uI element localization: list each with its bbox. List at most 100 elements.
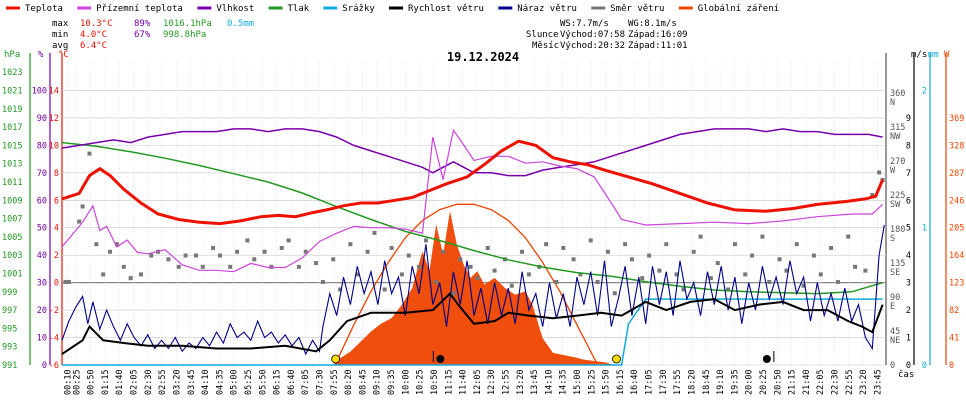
wind-direction-dot: [623, 242, 628, 247]
press-tick: 995: [2, 324, 17, 334]
rad-tick: 41: [949, 334, 959, 344]
x-tick-label: 21:40: [802, 369, 812, 395]
wind-direction-dot: [544, 242, 549, 247]
press-tick: 993: [2, 343, 17, 353]
unit-cas: čas: [898, 369, 914, 380]
dir-tick-compass: SE: [890, 268, 900, 278]
wind-direction-dot: [245, 238, 250, 243]
legend-label: Teplota: [25, 4, 63, 14]
astro-info: WS:7.7m/s WG:8.1m/s Slunce Východ:07:58 …: [526, 19, 688, 51]
temp-tick: 0: [54, 279, 59, 289]
wind-tick: 0: [906, 361, 911, 371]
x-tick-label: 18:45: [702, 369, 712, 395]
wind-tick: 6: [906, 196, 911, 206]
x-tick-label: 15:25: [587, 369, 597, 395]
unit-w: W: [944, 50, 950, 60]
x-tick-label: 23:45: [873, 369, 883, 395]
wind-direction-dot: [303, 249, 308, 254]
wind-direction-dot: [647, 253, 652, 258]
wind-direction-dot: [355, 272, 360, 277]
wind-direction-dot: [612, 291, 617, 296]
wind-direction-dot: [578, 272, 583, 277]
wind-direction-dot: [320, 279, 325, 284]
wind-direction-dot: [331, 257, 336, 262]
dir-tick-compass: S: [890, 234, 895, 244]
wind-direction-dot: [80, 204, 85, 209]
stat-avg-temp: 6.4°C: [80, 41, 107, 51]
wind-direction-dot: [835, 279, 840, 284]
wind-tick: 9: [906, 114, 911, 124]
rad-tick: 287: [949, 169, 964, 179]
x-tick-label: 04:10: [201, 369, 211, 395]
wind-direction-dot: [149, 253, 154, 258]
x-tick-label: 03:45: [187, 369, 197, 395]
x-tick-label: 04:35: [215, 369, 225, 395]
unit-mm: mm: [928, 50, 939, 60]
x-tick-label: 17:55: [673, 369, 683, 395]
hum-tick: 70: [37, 169, 47, 179]
wind-direction-dot: [698, 234, 703, 239]
wind-direction-dot: [571, 257, 576, 262]
x-tick-label: 09:35: [387, 369, 397, 395]
moonrise-marker: [762, 355, 771, 363]
wind-direction-dot: [101, 272, 106, 277]
stat-max-hum: 89%: [134, 19, 151, 29]
wind-direction-dot: [348, 242, 353, 247]
x-tick-label: 10:50: [430, 369, 440, 395]
wind-direction-dot: [286, 238, 291, 243]
moon-rise: Východ:20:32: [560, 41, 625, 51]
radiation-area: [333, 211, 615, 365]
wind-direction-dot: [451, 291, 456, 296]
x-tick-label: 10:25: [416, 369, 426, 395]
temp-tick: 8: [54, 169, 59, 179]
wind-direction-dot: [193, 253, 198, 258]
x-tick-label: 16:15: [616, 369, 626, 395]
temp-tick: 10: [49, 141, 59, 151]
x-tick-label: 02:30: [144, 369, 154, 395]
stat-max-rain: 0.5mm: [227, 19, 254, 29]
wind-tick: 4: [906, 251, 911, 261]
wind-direction-dot: [183, 253, 188, 258]
legend-label: Rychlost větru: [408, 4, 484, 14]
x-tick-label: 15:50: [602, 369, 612, 395]
x-tick-label: 19:35: [730, 369, 740, 395]
unit-hpa: hPa: [4, 50, 20, 60]
wind-direction-dot: [863, 268, 868, 273]
rain-tick: 1: [922, 224, 927, 234]
wind-direction-dot: [674, 272, 679, 277]
wind-tick: 5: [906, 224, 911, 234]
x-tick-label: 01:15: [101, 369, 111, 395]
wind-direction-dot: [262, 249, 267, 254]
x-tick-label: 10:00: [401, 369, 411, 395]
stat-max-temp: 10.3°C: [80, 19, 113, 29]
wind-direction-dot: [629, 257, 634, 262]
dir-tick: 270: [890, 157, 905, 167]
x-tick-label: 18:20: [687, 369, 697, 395]
rad-tick: 369: [949, 114, 964, 124]
x-tick-label: 07:55: [330, 369, 340, 395]
wind-wg: WG:8.1m/s: [628, 19, 677, 29]
x-tick-label: 13:45: [530, 369, 540, 395]
wind-direction-dot: [715, 261, 720, 266]
wind-direction-dot: [269, 264, 274, 269]
rad-tick: 0: [949, 361, 954, 371]
legend-label: Vlhkost: [216, 4, 254, 14]
wind-direction-dot: [128, 276, 133, 281]
wind-direction-dot: [389, 245, 394, 250]
wind-direction-dot: [63, 279, 68, 284]
wind-direction-dot: [441, 249, 446, 254]
press-tick: 1007: [2, 215, 22, 225]
wind-tick: 8: [906, 141, 911, 151]
stat-min-temp: 4.0°C: [80, 30, 107, 40]
x-tick-label: 12:30: [487, 369, 497, 395]
wind-direction-dot: [818, 272, 823, 277]
dir-tick: 225: [890, 191, 905, 201]
wind-direction-dot: [801, 283, 806, 288]
wind-direction-dot: [114, 242, 119, 247]
temp-tick: -6: [49, 361, 59, 371]
event-markers: [331, 351, 775, 364]
x-tick-label: 02:55: [158, 369, 168, 395]
press-tick: 1003: [2, 251, 22, 261]
wind-direction-dot: [365, 249, 370, 254]
